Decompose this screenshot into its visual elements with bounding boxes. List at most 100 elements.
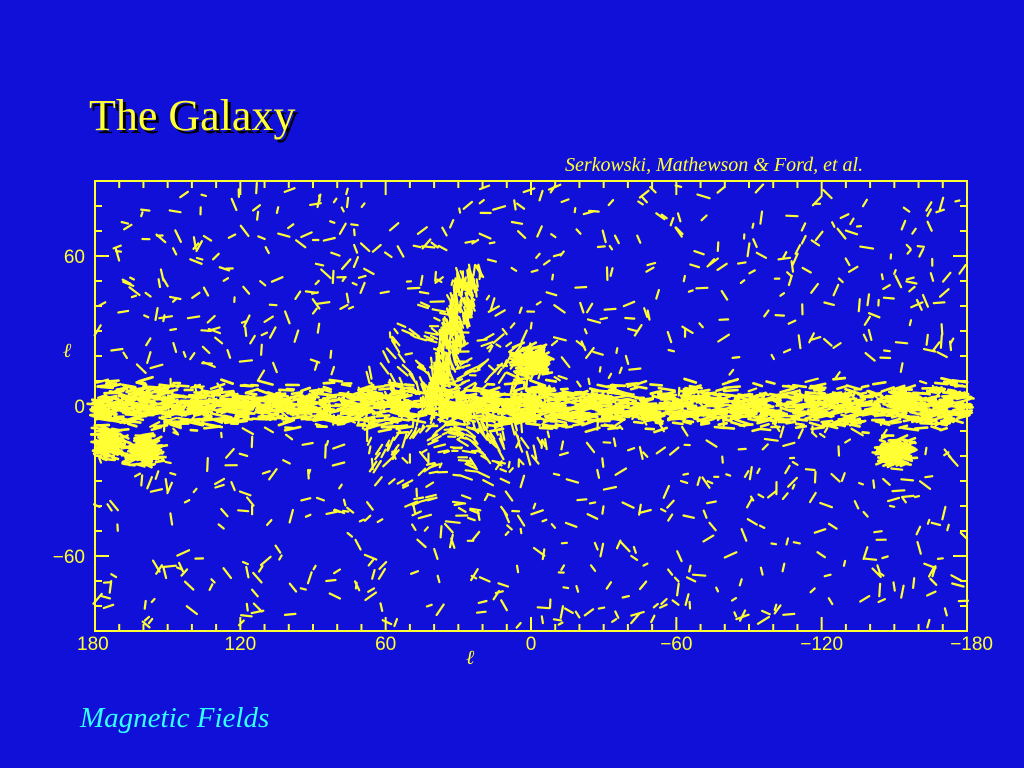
polarization-vector [447, 382, 460, 387]
polarization-vector [929, 577, 938, 586]
polarization-vector [939, 426, 949, 432]
polarization-vector [131, 442, 140, 447]
polarization-vector [278, 393, 288, 398]
polarization-vector [833, 371, 841, 380]
polarization-vector [482, 479, 495, 487]
polarization-vector [182, 350, 187, 358]
polarization-vector [354, 581, 358, 590]
polarization-vector [312, 417, 325, 422]
polarization-vector [886, 496, 901, 503]
polarization-vector [523, 403, 538, 408]
polarization-vector [234, 414, 250, 420]
polarization-vector [373, 394, 377, 403]
polarization-vector [659, 508, 667, 513]
polarization-vector [535, 252, 541, 259]
polarization-vector [141, 432, 155, 437]
polarization-vector [862, 546, 869, 561]
polarization-vector [518, 393, 532, 400]
polarization-vector [377, 567, 386, 580]
polarization-vector [403, 398, 417, 405]
polarization-vector [256, 388, 273, 396]
polarization-vector [520, 436, 530, 450]
polarization-vector [137, 397, 154, 404]
polarization-vector [547, 384, 551, 392]
polarization-vector [363, 267, 375, 276]
polarization-vector [154, 307, 159, 321]
polarization-vector [300, 497, 312, 502]
polarization-vector [738, 609, 747, 622]
polarization-vector [256, 369, 266, 382]
polarization-vector [576, 498, 588, 502]
polarization-vector [699, 396, 718, 405]
polarization-vector [133, 436, 147, 442]
polarization-vector [158, 383, 175, 388]
polarization-vector [336, 422, 346, 426]
polarization-vector [682, 514, 696, 519]
polarization-vector [881, 555, 889, 560]
polarization-vector [902, 443, 911, 448]
polarization-vector [532, 348, 546, 356]
polarization-vector [765, 380, 776, 385]
polarization-vector [244, 326, 248, 337]
polarization-vector [931, 341, 941, 352]
polarization-vector [212, 252, 220, 261]
polarization-vector [836, 227, 847, 240]
polarization-vector [447, 417, 457, 423]
polarization-vector [536, 436, 544, 447]
polarization-vector [374, 451, 381, 461]
polarization-vector [925, 201, 933, 212]
polarization-vector [682, 274, 687, 283]
polarization-vector [152, 406, 170, 413]
polarization-vector [867, 328, 873, 341]
polarization-vector [541, 438, 547, 448]
polarization-vector [434, 357, 438, 369]
polarization-vector [560, 356, 571, 369]
polarization-vector [268, 410, 283, 417]
polarization-vector [948, 340, 953, 352]
polarization-vector [330, 251, 341, 257]
polarization-vector [217, 404, 232, 409]
polarization-vector [782, 348, 792, 354]
polarization-vector [254, 408, 265, 412]
polarization-vector [826, 402, 835, 406]
polarization-vector [385, 439, 391, 447]
polarization-vector [581, 415, 595, 422]
polarization-vector [410, 372, 416, 381]
polarization-vector [111, 432, 121, 438]
polarization-vector [534, 386, 550, 391]
polarization-vector [749, 406, 763, 412]
polarization-vector [127, 389, 144, 396]
polarization-vector [720, 289, 729, 301]
polarization-vector [935, 400, 952, 406]
polarization-vector [583, 608, 595, 617]
polarization-vector [430, 382, 438, 394]
polarization-vector [563, 607, 574, 615]
polarization-vector [773, 603, 778, 612]
polarization-vector [230, 409, 244, 415]
polarization-vector [635, 404, 648, 409]
polarization-vector [512, 386, 525, 393]
polarization-vector [767, 397, 782, 402]
polarization-vector [721, 377, 740, 386]
polarization-vector [630, 612, 641, 625]
polarization-vector [546, 430, 551, 439]
polarization-vector [479, 399, 484, 409]
polarization-vector [605, 581, 613, 590]
polarization-vector [596, 245, 606, 249]
polarization-vector [673, 576, 680, 583]
polarization-vector [499, 407, 511, 414]
polarization-vector [871, 567, 882, 579]
polarization-vector [739, 279, 746, 285]
polarization-vector [261, 470, 271, 475]
polarization-vector [863, 315, 872, 326]
polarization-vector [660, 213, 668, 220]
polarization-vector [653, 426, 669, 434]
polarization-vector [614, 610, 620, 619]
polarization-vector [585, 302, 594, 314]
polarization-vector [696, 193, 711, 200]
polarization-vector [529, 321, 533, 330]
polarization-vector [453, 428, 464, 435]
polarization-vector [828, 409, 847, 417]
polarization-vector [469, 507, 482, 512]
polarization-vector [395, 399, 399, 408]
